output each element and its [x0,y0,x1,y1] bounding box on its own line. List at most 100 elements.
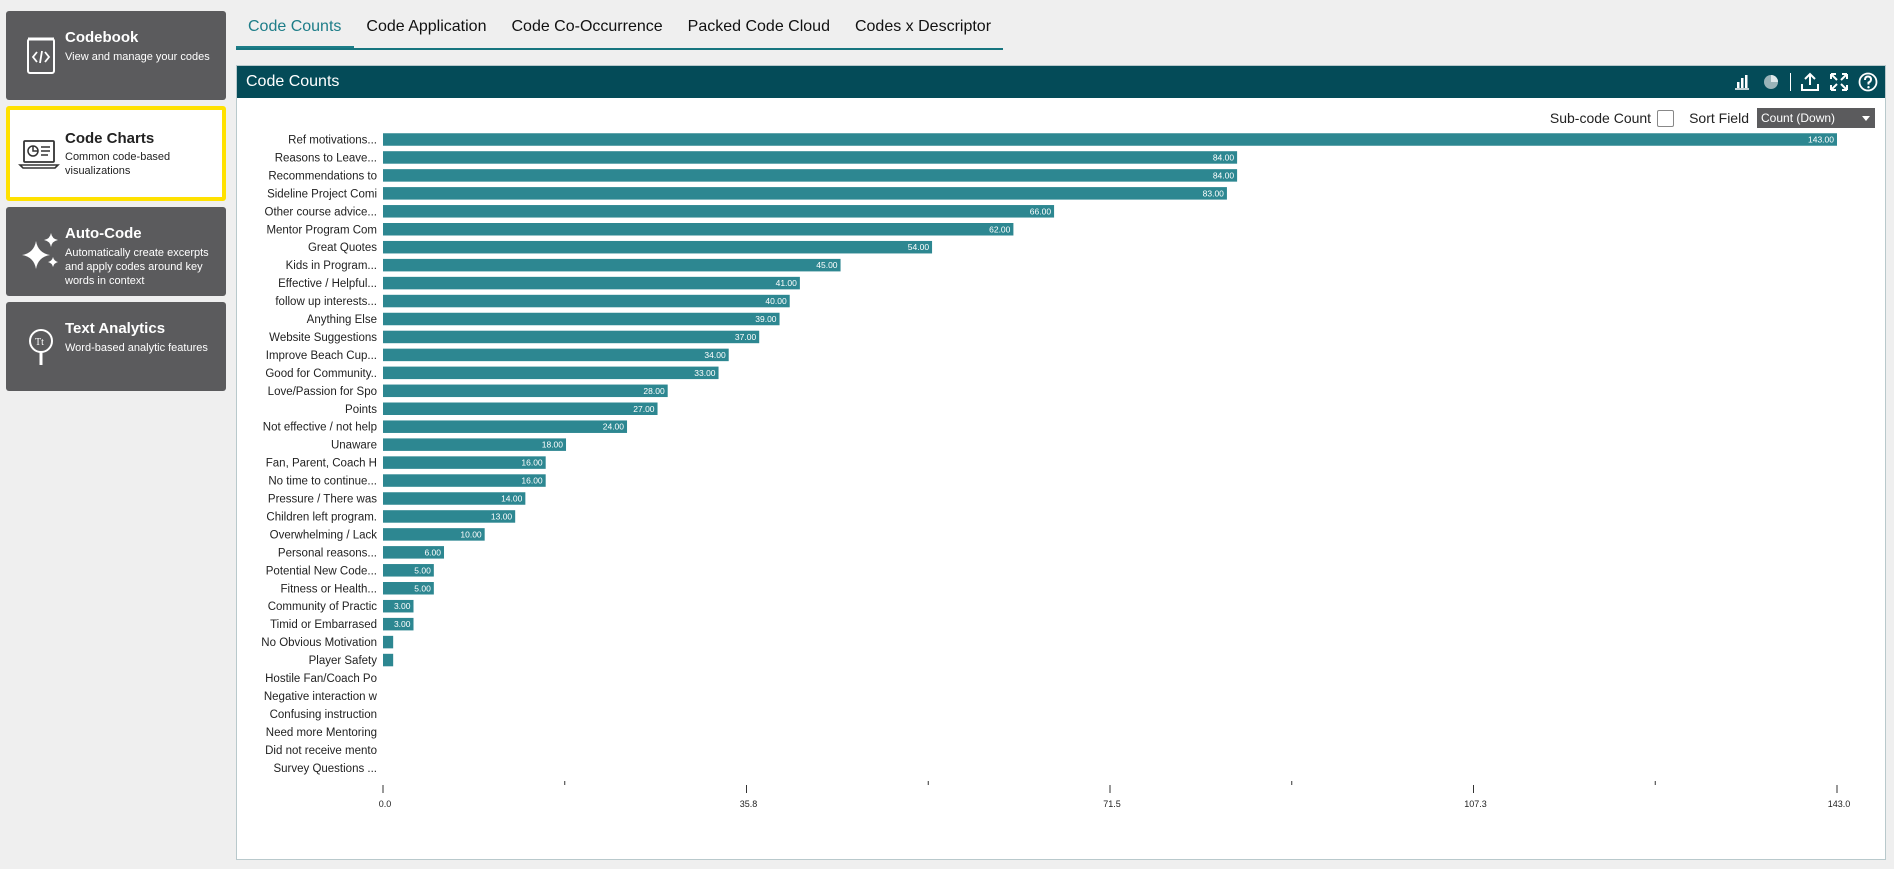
sidebar-item-codebook[interactable]: Codebook View and manage your codes [6,11,226,100]
chart-laptop-icon [18,140,60,169]
bar-value-label: 143.00 [1808,135,1834,145]
bar[interactable] [383,366,719,380]
chart-panel: Code Counts Sub-code Count Sort Field [236,65,1886,860]
bar-value-label: 16.00 [521,458,543,468]
sidebar-item-desc: Word-based analytic features [65,342,208,354]
x-axis-tick-label: 0.0 [379,799,392,809]
bar[interactable] [383,312,780,326]
category-label: Survey Questions ... [273,763,377,775]
bar-value-label: 5.00 [414,565,431,575]
sidebar-item-auto-code[interactable]: Auto-Code Automatically create excerpts … [6,207,226,296]
bar-value-label: 39.00 [755,314,777,324]
category-label: Good for Community.. [265,368,377,380]
sidebar-item-desc: View and manage your codes [65,51,210,63]
category-label: Sideline Project Comi [267,188,377,200]
sidebar-item-title: Codebook [65,29,139,46]
subcode-count-checkbox[interactable] [1657,109,1675,127]
bar[interactable] [383,205,1055,218]
bar[interactable] [383,151,1238,164]
help-icon[interactable] [1857,71,1879,93]
bar[interactable] [383,635,394,649]
bar[interactable] [383,330,760,344]
bar[interactable] [383,223,1014,236]
sidebar-item-desc: Automatically create excerpts and apply … [65,247,209,287]
sidebar-item-title: Auto-Code [65,225,142,242]
code-counts-chart: Ref motivations... 143.00 Reasons to Leave… [261,133,1850,809]
bar[interactable] [383,384,668,398]
bar-value-label: 5.00 [414,583,431,593]
category-label: Personal reasons... [278,547,377,559]
bar[interactable] [383,133,1837,146]
tab-bar: Code Counts Code Application Code Co-Occ… [236,14,1003,50]
bar[interactable] [383,240,933,254]
toolbar-separator [1790,73,1791,91]
bar[interactable] [383,348,729,362]
bar-chart-icon[interactable] [1731,71,1753,93]
category-label: follow up interests... [275,296,377,308]
bar[interactable] [383,402,658,416]
category-label: Recommendations to [268,170,377,182]
bar-value-label: 41.00 [776,278,798,288]
category-label: Negative interaction w [264,691,378,703]
bar[interactable] [383,438,567,451]
category-label: No time to continue... [268,476,377,488]
fullscreen-icon[interactable] [1828,71,1850,93]
bar[interactable] [383,653,394,667]
panel-toolbar [1731,71,1879,93]
export-icon[interactable] [1799,71,1821,93]
category-label: Player Safety [309,655,378,667]
bar[interactable] [383,420,628,433]
bar[interactable] [383,187,1227,200]
sort-field-select[interactable]: Count (Down) [1757,108,1875,128]
category-label: Other course advice... [265,206,378,218]
code-file-icon [27,37,55,74]
bar[interactable] [383,564,434,577]
pie-chart-icon[interactable] [1760,71,1782,93]
category-label: Potential New Code... [266,565,377,577]
x-axis-tick-label: 71.5 [1103,799,1121,809]
bar[interactable] [383,492,526,505]
category-label: Anything Else [307,314,377,326]
bar[interactable] [383,474,546,487]
chevron-down-icon [1862,116,1870,121]
tab-code-counts[interactable]: Code Counts [236,14,355,48]
category-label: Hostile Fan/Coach Po [265,673,377,685]
bar-value-label: 45.00 [816,260,838,270]
sidebar-item-text-analytics[interactable]: Tt Text Analytics Word-based analytic fe… [6,302,226,391]
bar[interactable] [383,294,790,308]
bar[interactable] [383,258,841,272]
subcode-count-label: Sub-code Count [1549,110,1652,126]
bar-value-label: 40.00 [765,296,787,306]
tab-code-co-occurrence[interactable]: Code Co-Occurrence [511,18,663,35]
x-axis-tick-label: 107.3 [1464,799,1487,809]
category-label: Love/Passion for Spo [268,386,377,398]
bar[interactable] [383,456,546,469]
bar[interactable] [383,528,485,541]
bar-value-label: 84.00 [1213,170,1235,180]
tab-packed-code-cloud[interactable]: Packed Code Cloud [687,18,830,35]
bar-value-label: 83.00 [1203,188,1225,198]
sidebar-item-code-charts[interactable]: Code Charts Common code-based visualizat… [6,106,226,201]
bar-value-label: 3.00 [394,619,411,629]
category-label: Need more Mentoring [266,727,377,739]
bar-value-label: 37.00 [735,332,757,342]
panel-title: Code Counts [246,73,340,90]
category-label: Unaware [331,440,377,452]
category-label: Not effective / not help [263,422,377,434]
bar[interactable] [383,582,434,595]
x-axis-tick-label: 35.8 [740,799,758,809]
tab-codes-x-descriptor[interactable]: Codes x Descriptor [854,18,992,35]
bar[interactable] [383,546,445,559]
bar-value-label: 62.00 [989,224,1011,234]
tab-code-application[interactable]: Code Application [366,18,487,35]
bar[interactable] [383,617,414,631]
bar-value-label: 84.00 [1213,152,1235,162]
sidebar: Codebook View and manage your codes Code… [6,11,226,397]
bar[interactable] [383,276,800,290]
bar[interactable] [383,169,1238,182]
category-label: Pressure / There was [268,494,377,506]
chart-controls: Sub-code Count Sort Field Count (Down) [1550,108,1875,128]
category-label: Ref motivations... [288,135,377,147]
bar[interactable] [383,599,414,613]
bar[interactable] [383,510,516,523]
